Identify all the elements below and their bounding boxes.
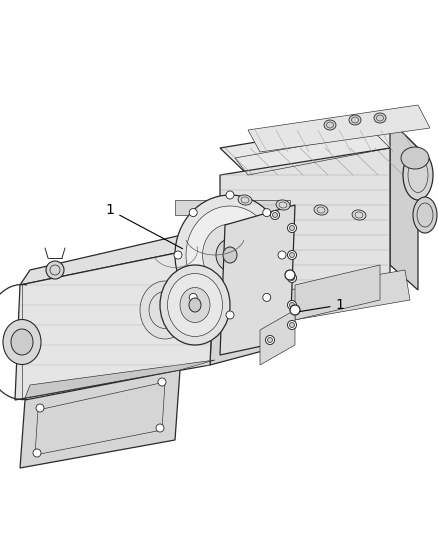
Ellipse shape	[268, 337, 272, 343]
Ellipse shape	[290, 253, 294, 257]
Polygon shape	[260, 270, 410, 325]
Ellipse shape	[36, 404, 44, 412]
Ellipse shape	[186, 206, 274, 304]
Ellipse shape	[272, 213, 278, 217]
Polygon shape	[390, 120, 418, 290]
Ellipse shape	[403, 150, 433, 200]
Ellipse shape	[46, 261, 64, 279]
Ellipse shape	[158, 378, 166, 386]
Ellipse shape	[349, 115, 361, 125]
Polygon shape	[248, 105, 430, 152]
Ellipse shape	[374, 113, 386, 123]
Ellipse shape	[352, 210, 366, 220]
Ellipse shape	[290, 225, 294, 230]
Ellipse shape	[33, 449, 41, 457]
Polygon shape	[15, 245, 215, 400]
Ellipse shape	[11, 329, 33, 355]
Ellipse shape	[314, 205, 328, 215]
Ellipse shape	[290, 303, 294, 308]
Ellipse shape	[189, 298, 201, 312]
Ellipse shape	[180, 287, 210, 322]
Polygon shape	[220, 120, 418, 175]
Ellipse shape	[216, 239, 244, 271]
Ellipse shape	[226, 311, 234, 319]
Ellipse shape	[287, 320, 297, 329]
Ellipse shape	[238, 195, 252, 205]
Ellipse shape	[287, 223, 297, 232]
Ellipse shape	[223, 247, 237, 263]
Ellipse shape	[140, 281, 190, 339]
Ellipse shape	[290, 305, 300, 315]
Ellipse shape	[265, 335, 275, 344]
Polygon shape	[20, 225, 225, 285]
Polygon shape	[260, 310, 295, 365]
Ellipse shape	[202, 224, 258, 286]
Ellipse shape	[278, 251, 286, 259]
Ellipse shape	[160, 265, 230, 345]
Ellipse shape	[413, 197, 437, 233]
Polygon shape	[210, 225, 290, 365]
Ellipse shape	[324, 120, 336, 130]
Polygon shape	[25, 360, 215, 398]
Ellipse shape	[263, 294, 271, 302]
Ellipse shape	[189, 208, 197, 216]
Ellipse shape	[271, 211, 279, 220]
Ellipse shape	[287, 273, 297, 282]
Ellipse shape	[287, 251, 297, 260]
Ellipse shape	[174, 251, 182, 259]
Ellipse shape	[167, 273, 223, 336]
Text: 1: 1	[300, 298, 344, 312]
Text: 1: 1	[106, 203, 183, 249]
Ellipse shape	[287, 301, 297, 310]
Ellipse shape	[401, 147, 429, 169]
Ellipse shape	[3, 319, 41, 365]
Ellipse shape	[285, 270, 295, 280]
Polygon shape	[175, 200, 290, 215]
Polygon shape	[295, 265, 380, 320]
Ellipse shape	[189, 294, 197, 302]
Polygon shape	[20, 370, 180, 468]
Polygon shape	[220, 148, 390, 310]
Ellipse shape	[263, 208, 271, 216]
Ellipse shape	[156, 424, 164, 432]
Ellipse shape	[175, 195, 285, 315]
Ellipse shape	[276, 200, 290, 210]
Ellipse shape	[226, 191, 234, 199]
Ellipse shape	[290, 322, 294, 327]
Ellipse shape	[290, 276, 294, 280]
Polygon shape	[220, 205, 295, 355]
Polygon shape	[220, 290, 390, 320]
